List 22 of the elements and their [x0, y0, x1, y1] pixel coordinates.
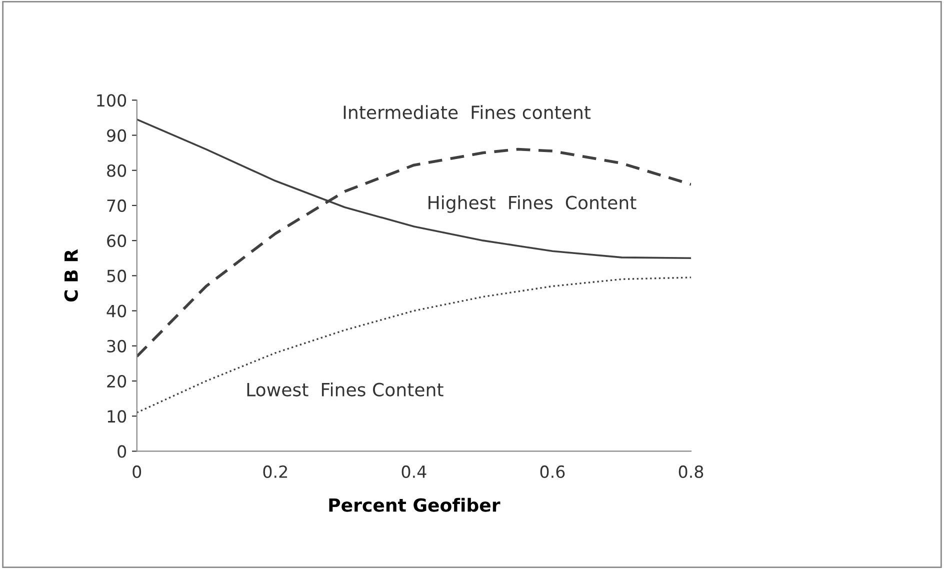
- y-tick-label: 30: [107, 340, 126, 352]
- y-axis-title: C B R: [64, 249, 78, 302]
- y-tick-label: 100: [97, 94, 126, 107]
- series-label: Highest Fines Content: [428, 195, 636, 213]
- y-tick-label: 90: [107, 129, 126, 142]
- text: Intermediate Fines content: [344, 105, 591, 120]
- y-tick-label: 50: [107, 270, 126, 282]
- x-axis-title: Percent Geofiber: [329, 498, 500, 512]
- x-tick-label: 0.2: [263, 465, 287, 478]
- x-tick-label: 0.4: [402, 465, 426, 478]
- y-tick-label: 20: [107, 374, 126, 388]
- x-tick-label: 0.8: [678, 465, 704, 478]
- line-series: [136, 276, 692, 414]
- y-tick-label: 80: [107, 164, 126, 177]
- x-tick-label: 0.6: [540, 465, 565, 478]
- y-tick-label: 70: [107, 199, 126, 212]
- y-tick-label: 0: [118, 445, 126, 458]
- y-tick-label: 60: [107, 234, 126, 248]
- x-tick-label: 0: [132, 465, 142, 478]
- series-label: Lowest Fines Content: [247, 382, 444, 396]
- y-tick-label: 40: [106, 304, 126, 318]
- y-tick-label: 10: [108, 410, 126, 423]
